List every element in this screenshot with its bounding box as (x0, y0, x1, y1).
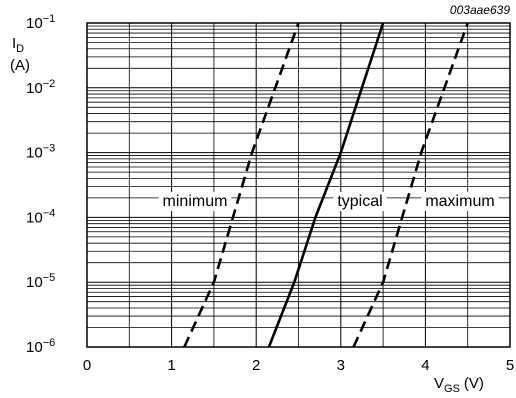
x-axis-title: VGS (V) (434, 375, 484, 395)
curves (183, 22, 469, 348)
y-tick-label: 10−2 (26, 78, 55, 97)
series-maximum (352, 22, 469, 348)
figure-id: 003aae639 (450, 3, 510, 17)
x-tick-label: 4 (421, 357, 429, 374)
y-tick-label: 10−4 (26, 207, 55, 226)
x-axis-title-main: V (434, 375, 444, 392)
x-tick-label: 3 (337, 357, 345, 374)
label-typical-text: typical (337, 193, 382, 210)
y-tick-label: 10−1 (26, 13, 55, 32)
x-axis-title-sub: GS (444, 383, 460, 395)
label-minimum: minimum (158, 192, 232, 211)
x-tick-label: 1 (167, 357, 175, 374)
y-tick-label: 10−3 (26, 143, 55, 162)
y-tick-label: 10−6 (26, 337, 55, 356)
x-tick-labels: 0 1 2 3 4 5 (83, 357, 514, 374)
y-tick-labels: 10−6 10−5 10−4 10−3 10−2 10−1 (26, 13, 55, 356)
series-typical (267, 22, 385, 348)
y-axis-title-sub: D (16, 43, 24, 55)
grid (86, 23, 511, 348)
label-maximum-text: maximum (425, 193, 494, 210)
y-axis-title: ID (12, 35, 24, 55)
label-minimum-text: minimum (163, 193, 228, 210)
y-axis-unit: (A) (10, 57, 30, 74)
x-tick-label: 2 (252, 357, 260, 374)
x-tick-label: 0 (83, 357, 91, 374)
label-maximum: maximum (421, 192, 499, 211)
label-typical: typical (333, 192, 387, 211)
y-axis-title-main: I (12, 35, 16, 52)
curve-labels: minimum typical maximum (158, 192, 499, 211)
x-tick-label: 5 (506, 357, 514, 374)
series-minimum (183, 22, 300, 348)
y-tick-label: 10−5 (26, 272, 55, 291)
x-axis-title-unit: (V) (464, 375, 484, 392)
